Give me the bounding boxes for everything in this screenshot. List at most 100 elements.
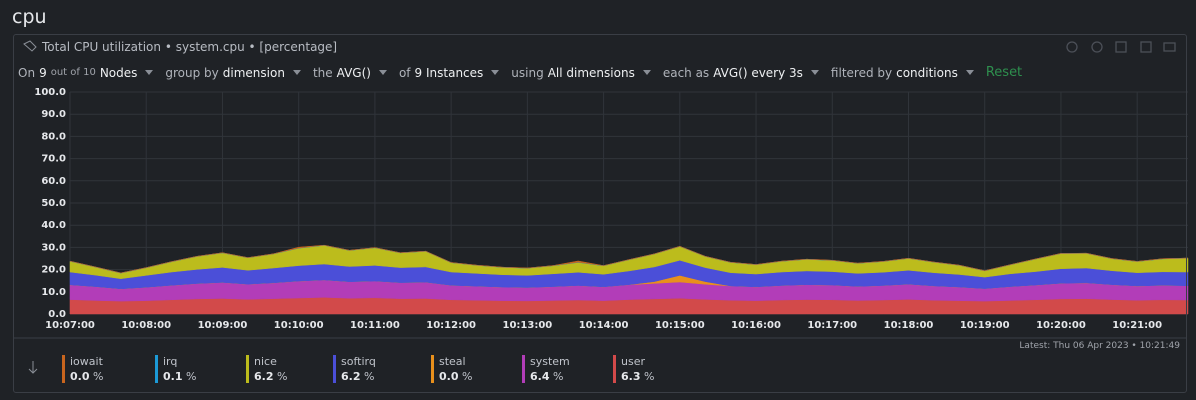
caret bbox=[810, 70, 819, 75]
toolbar-text: All dimensions bbox=[547, 65, 635, 80]
toolbar-text: of bbox=[398, 65, 411, 80]
y-tick-label: 50.0 bbox=[41, 198, 66, 209]
x-tick-label: 10:12:00 bbox=[426, 320, 476, 331]
y-tick-label: 70.0 bbox=[41, 154, 66, 165]
legend-unit: % bbox=[186, 370, 197, 383]
legend-value: 6.3 % bbox=[621, 370, 654, 383]
legend-name[interactable]: user bbox=[621, 355, 645, 368]
toolbar-control[interactable]: group by dimension bbox=[165, 66, 301, 80]
y-tick-label: 10.0 bbox=[41, 287, 66, 298]
x-tick-label: 10:14:00 bbox=[579, 320, 629, 331]
chart-card bbox=[13, 34, 1187, 393]
legend-swatch bbox=[522, 355, 525, 383]
legend-name[interactable]: steal bbox=[439, 355, 466, 368]
x-tick-label: 10:21:00 bbox=[1112, 320, 1162, 331]
legend-latest: 6.4 bbox=[530, 370, 550, 383]
x-tick-label: 10:17:00 bbox=[807, 320, 857, 331]
toolbar-text: conditions bbox=[896, 65, 958, 80]
toolbar-text: group by bbox=[165, 65, 219, 80]
caret bbox=[378, 70, 387, 75]
section-title: cpu bbox=[12, 6, 47, 28]
reset-button[interactable]: Reset bbox=[985, 65, 1023, 80]
legend-unit: % bbox=[553, 370, 564, 383]
toolbar-text: On bbox=[18, 65, 36, 80]
legend-latest: 6.2 bbox=[341, 370, 361, 383]
y-tick-label: 100.0 bbox=[34, 87, 66, 98]
latest-time: Latest: Thu 06 Apr 2023 • 10:21:49 bbox=[1019, 341, 1180, 351]
legend-name[interactable]: iowait bbox=[70, 355, 103, 368]
legend-unit: % bbox=[644, 370, 655, 383]
x-tick-label: 10:20:00 bbox=[1036, 320, 1086, 331]
legend-swatch bbox=[246, 355, 249, 383]
toolbar-control[interactable]: On 9 out of 10 Nodes bbox=[18, 65, 154, 80]
toolbar-text: filtered by bbox=[830, 65, 893, 80]
legend-name[interactable]: softirq bbox=[341, 355, 376, 368]
legend-latest: 6.3 bbox=[621, 370, 641, 383]
card-title: Total CPU utilization • system.cpu • [pe… bbox=[42, 40, 338, 54]
y-tick-label: 20.0 bbox=[41, 265, 66, 276]
x-tick-label: 10:16:00 bbox=[731, 320, 781, 331]
legend-unit: % bbox=[364, 370, 375, 383]
legend-value: 0.1 % bbox=[163, 370, 196, 383]
x-tick-label: 10:19:00 bbox=[960, 320, 1010, 331]
toolbar-text: 9 Instances bbox=[414, 65, 484, 80]
caret bbox=[642, 70, 651, 75]
y-tick-label: 90.0 bbox=[41, 109, 66, 120]
toolbar-text: 9 bbox=[39, 65, 47, 80]
x-tick-label: 10:11:00 bbox=[350, 320, 400, 331]
legend-value: 6.2 % bbox=[254, 370, 287, 383]
area bbox=[69, 244, 1189, 274]
legend-swatch bbox=[333, 355, 336, 383]
toolbar-text: each as bbox=[662, 65, 710, 80]
toolbar-control[interactable]: using All dimensions bbox=[511, 66, 651, 80]
caret bbox=[491, 70, 500, 75]
toolbar-control[interactable]: each as AVG() every 3s bbox=[663, 66, 819, 80]
legend-unit: % bbox=[277, 370, 288, 383]
export-icon[interactable] bbox=[1115, 41, 1127, 53]
caret bbox=[145, 70, 154, 75]
y-tick-label: 0.0 bbox=[48, 309, 66, 320]
y-tick-label: 60.0 bbox=[41, 176, 66, 187]
x-tick-label: 10:08:00 bbox=[121, 320, 171, 331]
x-tick-label: 10:09:00 bbox=[198, 320, 248, 331]
legend-latest: 0.0 bbox=[439, 370, 459, 383]
chart-icon bbox=[23, 40, 37, 52]
x-tick-label: 10:13:00 bbox=[502, 320, 552, 331]
zoom-icon[interactable] bbox=[1066, 41, 1078, 53]
legend-unit: % bbox=[93, 370, 104, 383]
expand-icon[interactable] bbox=[1140, 41, 1152, 53]
x-tick-label: 10:18:00 bbox=[884, 320, 934, 331]
legend-value: 6.2 % bbox=[341, 370, 374, 383]
caret bbox=[965, 70, 974, 75]
info-icon[interactable] bbox=[1091, 41, 1103, 53]
legend-swatch bbox=[155, 355, 158, 383]
y-tick-label: 80.0 bbox=[41, 131, 66, 142]
toolbar: On 9 out of 10 Nodes group by dimension the AVG… bbox=[18, 65, 1022, 80]
y-tick-label: 40.0 bbox=[41, 220, 66, 231]
caret bbox=[292, 70, 301, 75]
toolbar-text: out of 10 bbox=[50, 67, 96, 78]
card-actions bbox=[1066, 41, 1176, 53]
toolbar-text: the bbox=[312, 65, 333, 80]
toolbar-text: AVG() bbox=[336, 65, 371, 80]
x-tick-label: 10:07:00 bbox=[45, 320, 95, 331]
legend-name[interactable]: nice bbox=[254, 355, 277, 368]
toolbar-text: Nodes bbox=[99, 65, 138, 80]
legend-swatch bbox=[431, 355, 434, 383]
legend-value: 0.0 % bbox=[70, 370, 103, 383]
toolbar-text: using bbox=[511, 65, 544, 80]
collapse-arrow[interactable] bbox=[28, 361, 38, 374]
toolbar-control[interactable]: the AVG() bbox=[313, 66, 387, 80]
toolbar-control[interactable]: of 9 Instances bbox=[398, 65, 500, 80]
toolbar-control[interactable]: filtered by conditions bbox=[831, 66, 974, 80]
alert-icon[interactable] bbox=[1163, 42, 1176, 52]
legend-latest: 0.1 bbox=[163, 370, 183, 383]
toolbar-text: dimension bbox=[222, 65, 285, 80]
legend-name[interactable]: system bbox=[530, 355, 570, 368]
y-tick-label: 30.0 bbox=[41, 242, 66, 253]
x-tick-label: 10:10:00 bbox=[274, 320, 324, 331]
legend-unit: % bbox=[462, 370, 473, 383]
legend-name[interactable]: irq bbox=[163, 355, 178, 368]
